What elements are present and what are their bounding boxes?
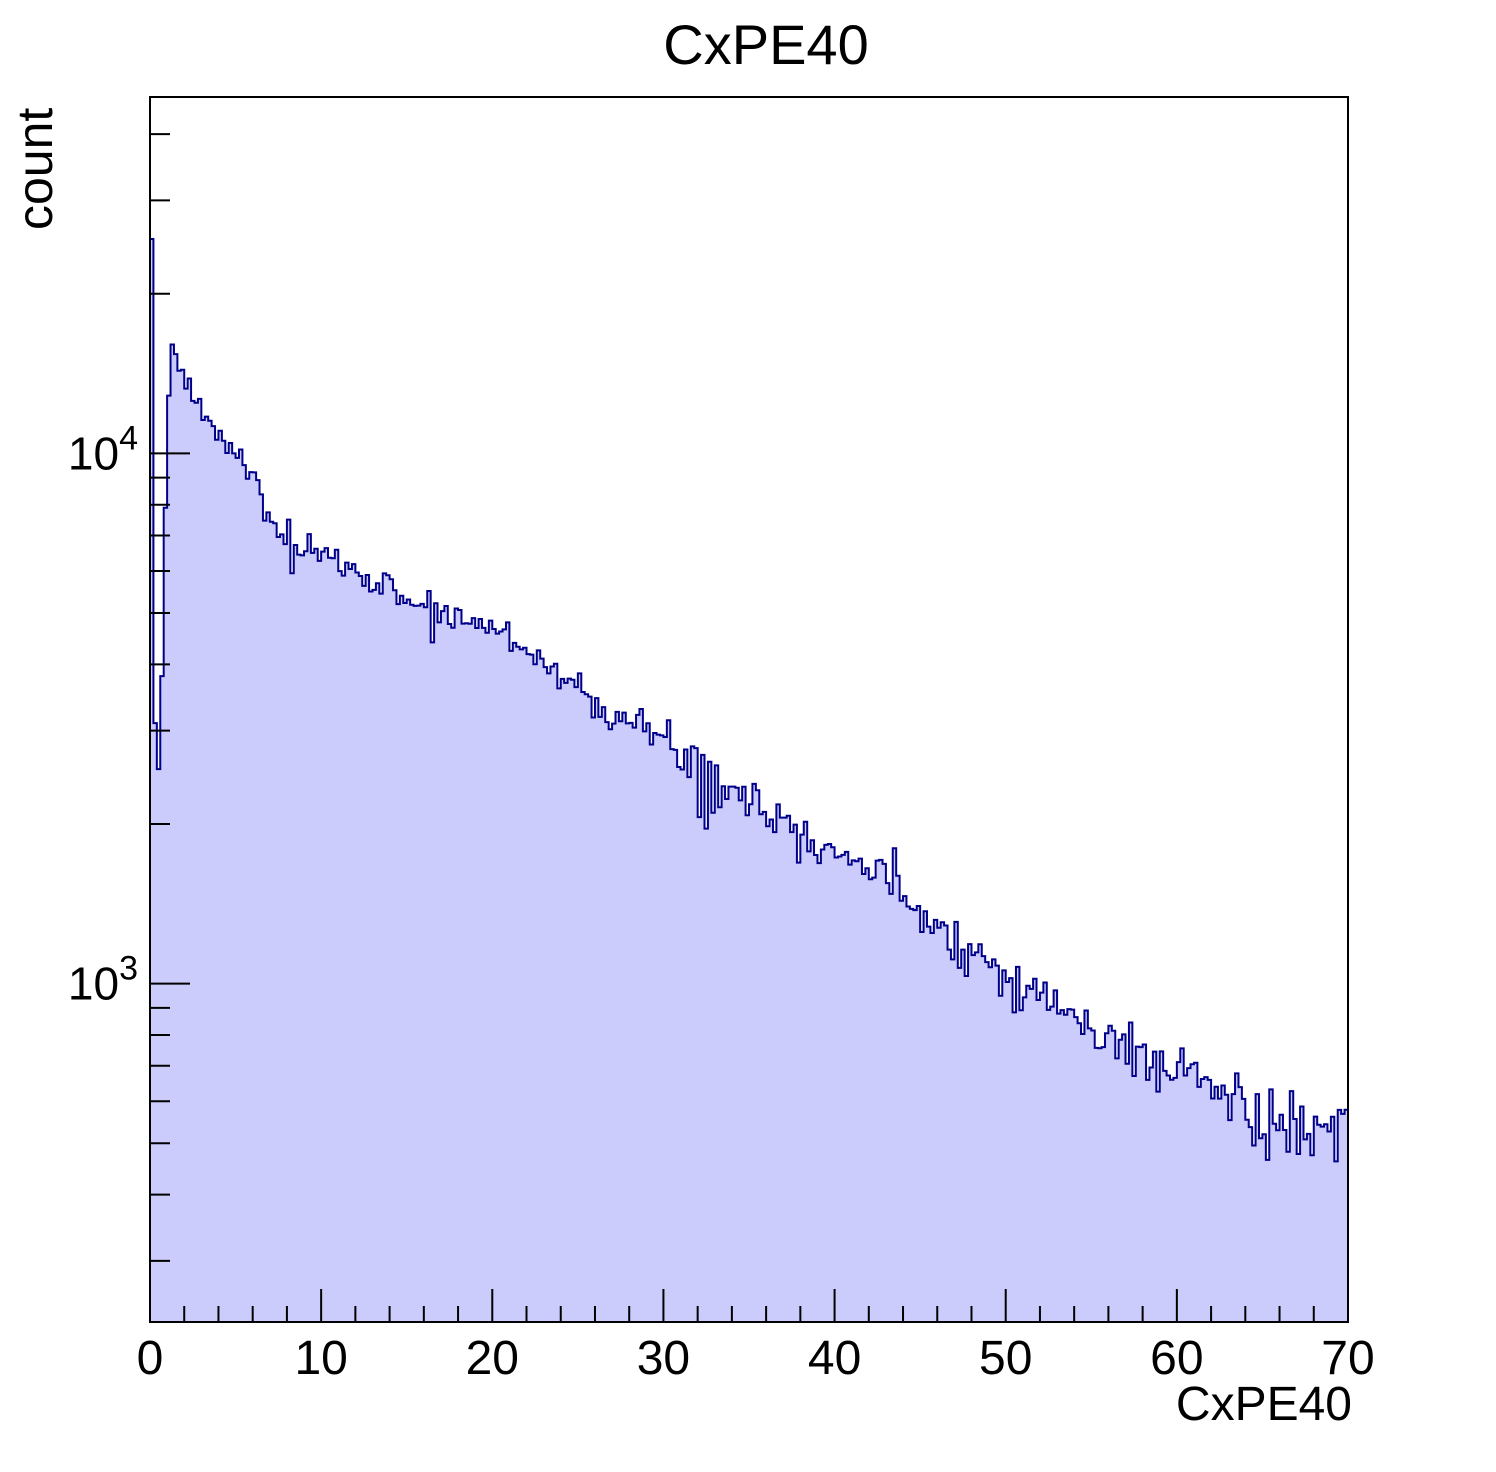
histogram-bars <box>149 238 1349 1323</box>
x-tick-label: 60 <box>1150 1332 1203 1385</box>
x-tick-label: 10 <box>294 1332 347 1385</box>
chart-title: CxPE40 <box>663 13 868 76</box>
x-tick-label: 20 <box>466 1332 519 1385</box>
x-tick-label: 40 <box>808 1332 861 1385</box>
x-tick-label: 50 <box>979 1332 1032 1385</box>
x-tick-label: 30 <box>637 1332 690 1385</box>
x-axis-title: CxPE40 <box>1176 1378 1352 1431</box>
x-tick-label: 0 <box>137 1332 164 1385</box>
y-axis-title: count <box>7 108 63 230</box>
axis-ticks: 0 10 20 30 40 50 60 70 103 104 <box>68 133 1375 1385</box>
y-tick-label: 104 <box>68 419 138 479</box>
plot-frame <box>149 96 1349 1323</box>
y-tick-label: 103 <box>68 950 138 1010</box>
x-tick-label: 70 <box>1321 1332 1374 1385</box>
